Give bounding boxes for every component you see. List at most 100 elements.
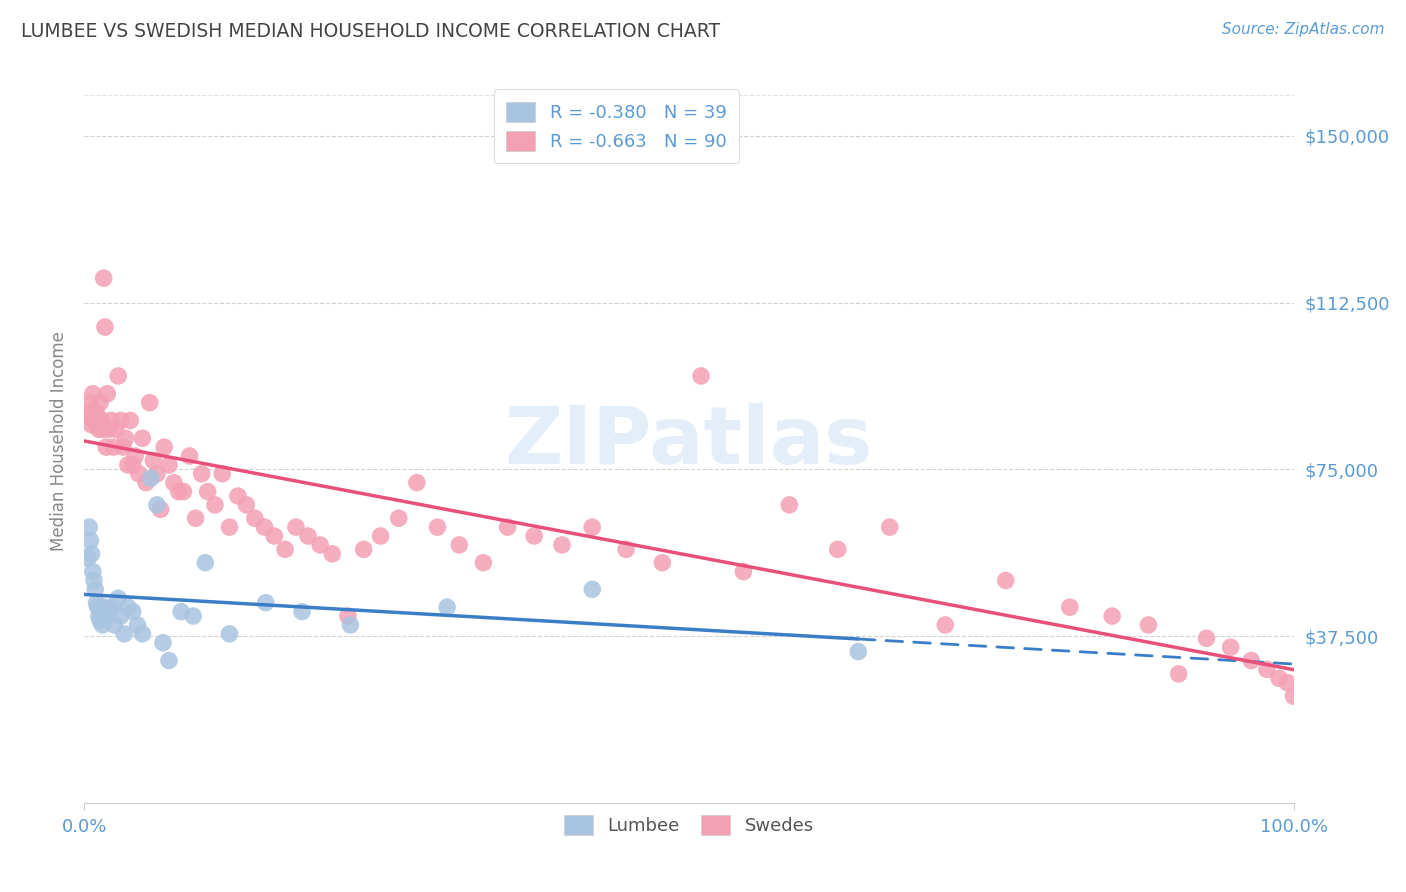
Point — [110, 413, 132, 427]
Point — [86, 600, 108, 615]
Point — [235, 498, 257, 512]
Point — [121, 605, 143, 619]
Point — [90, 605, 112, 619]
Point — [139, 471, 162, 485]
Point — [104, 422, 127, 436]
Point — [1219, 640, 1241, 655]
Point — [96, 609, 118, 624]
Point — [291, 605, 314, 619]
Point — [211, 467, 233, 481]
Point — [496, 520, 519, 534]
Text: ZIPatlas: ZIPatlas — [505, 402, 873, 481]
Point — [994, 574, 1017, 588]
Point — [93, 271, 115, 285]
Point — [204, 498, 226, 512]
Point — [112, 627, 135, 641]
Point — [733, 565, 755, 579]
Point — [79, 533, 101, 548]
Point — [690, 368, 713, 383]
Point — [581, 582, 603, 597]
Point — [120, 413, 142, 427]
Point — [263, 529, 285, 543]
Point — [138, 395, 160, 409]
Point — [778, 498, 800, 512]
Legend: Lumbee, Swedes: Lumbee, Swedes — [555, 806, 823, 845]
Point — [89, 395, 111, 409]
Point — [94, 600, 117, 615]
Point — [152, 636, 174, 650]
Point — [131, 431, 153, 445]
Point — [96, 386, 118, 401]
Point — [218, 627, 240, 641]
Point — [90, 413, 112, 427]
Point — [194, 556, 217, 570]
Point — [157, 653, 180, 667]
Point — [1101, 609, 1123, 624]
Point — [77, 520, 100, 534]
Point — [297, 529, 319, 543]
Point — [114, 431, 136, 445]
Point — [934, 618, 956, 632]
Point — [80, 547, 103, 561]
Point — [146, 498, 169, 512]
Point — [101, 600, 124, 615]
Point — [253, 520, 276, 534]
Point — [370, 529, 392, 543]
Point — [153, 440, 176, 454]
Point — [83, 574, 105, 588]
Point — [84, 582, 107, 597]
Point — [157, 458, 180, 472]
Point — [167, 484, 190, 499]
Point — [181, 609, 204, 624]
Point — [197, 484, 219, 499]
Point — [121, 458, 143, 472]
Point — [128, 467, 150, 481]
Point — [1282, 689, 1305, 703]
Point — [87, 422, 110, 436]
Point — [449, 538, 471, 552]
Point — [339, 618, 361, 632]
Point — [98, 605, 121, 619]
Point — [142, 453, 165, 467]
Point — [581, 520, 603, 534]
Point — [388, 511, 411, 525]
Point — [146, 467, 169, 481]
Point — [254, 596, 277, 610]
Point — [551, 538, 574, 552]
Point — [406, 475, 429, 490]
Point — [353, 542, 375, 557]
Point — [827, 542, 849, 557]
Point — [91, 618, 114, 632]
Point — [336, 609, 359, 624]
Point — [436, 600, 458, 615]
Point — [112, 440, 135, 454]
Point — [426, 520, 449, 534]
Point — [80, 417, 103, 432]
Point — [82, 386, 104, 401]
Point — [173, 484, 195, 499]
Point — [614, 542, 637, 557]
Point — [1059, 600, 1081, 615]
Point — [86, 596, 108, 610]
Point — [523, 529, 546, 543]
Point — [117, 458, 139, 472]
Point — [472, 556, 495, 570]
Point — [86, 409, 108, 423]
Point — [243, 511, 266, 525]
Point — [1268, 671, 1291, 685]
Point — [107, 368, 129, 383]
Point — [84, 404, 107, 418]
Point — [170, 605, 193, 619]
Point — [94, 440, 117, 454]
Point — [1167, 666, 1189, 681]
Point — [77, 551, 100, 566]
Point — [274, 542, 297, 557]
Point — [309, 538, 332, 552]
Point — [846, 645, 869, 659]
Point — [100, 413, 122, 427]
Point — [110, 609, 132, 624]
Point — [107, 591, 129, 606]
Point — [91, 422, 114, 436]
Point — [86, 417, 108, 432]
Text: Source: ZipAtlas.com: Source: ZipAtlas.com — [1222, 22, 1385, 37]
